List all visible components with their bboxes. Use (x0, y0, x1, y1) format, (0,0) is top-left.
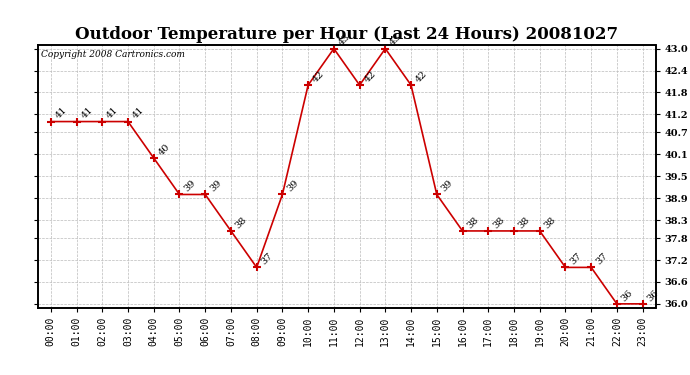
Title: Outdoor Temperature per Hour (Last 24 Hours) 20081027: Outdoor Temperature per Hour (Last 24 Ho… (75, 27, 618, 44)
Text: 41: 41 (79, 106, 95, 121)
Text: 42: 42 (311, 69, 326, 84)
Text: 41: 41 (105, 106, 120, 121)
Text: 36: 36 (620, 288, 635, 303)
Text: 42: 42 (362, 69, 377, 84)
Text: 38: 38 (234, 215, 249, 230)
Text: 38: 38 (517, 215, 532, 230)
Text: 39: 39 (208, 178, 223, 194)
Text: 38: 38 (491, 215, 506, 230)
Text: 41: 41 (54, 106, 69, 121)
Text: 43: 43 (388, 33, 403, 48)
Text: 37: 37 (594, 251, 609, 267)
Text: 37: 37 (569, 251, 584, 267)
Text: 41: 41 (131, 106, 146, 121)
Text: 43: 43 (337, 33, 352, 48)
Text: 37: 37 (259, 251, 275, 267)
Text: 39: 39 (182, 178, 197, 194)
Text: Copyright 2008 Cartronics.com: Copyright 2008 Cartronics.com (41, 50, 185, 59)
Text: 36: 36 (645, 288, 660, 303)
Text: 42: 42 (414, 69, 429, 84)
Text: 38: 38 (465, 215, 480, 230)
Text: 38: 38 (542, 215, 558, 230)
Text: 39: 39 (440, 178, 455, 194)
Text: 39: 39 (285, 178, 300, 194)
Text: 40: 40 (157, 142, 172, 157)
